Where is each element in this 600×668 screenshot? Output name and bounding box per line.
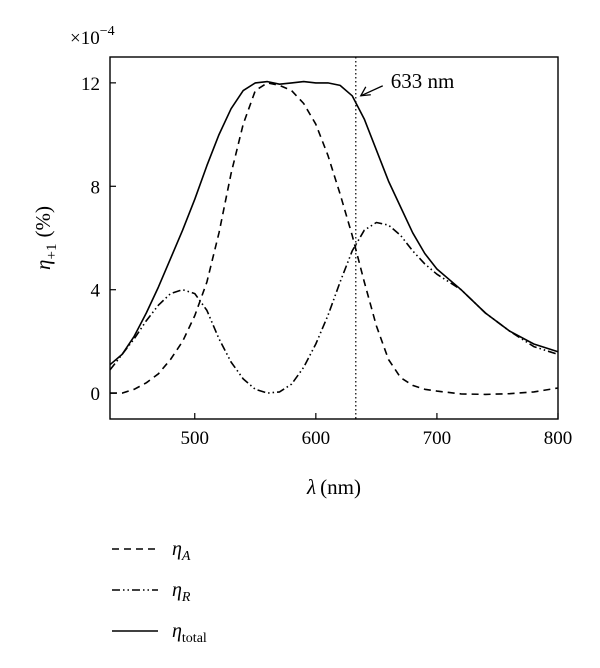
svg-text:η+1(%): η+1(%) [31,206,60,270]
series-line-total [109,80,559,366]
x-tick-label: 700 [423,428,452,449]
x-tick-label: 500 [181,428,210,449]
y-axis-title: η+1(%) [31,206,60,270]
annotation-arrow-head [359,86,371,97]
axis-ticks: 500 600 700 800 0 4 8 12 [81,74,572,449]
annotation-633nm: 633 nm [359,69,455,97]
y-multiplier-label: ×10−4 [70,24,115,49]
y-tick-label: 8 [91,177,101,198]
x-tick-label: 800 [544,428,573,449]
y-tick-label: 0 [91,384,101,405]
x-tick-label: 600 [302,428,331,449]
legend-label-A: ηA [172,538,191,564]
series-line-A [110,82,559,396]
series-line-R [109,221,559,394]
y-tick-label: 12 [81,74,100,95]
plot-frame [109,56,559,420]
legend-label-R: ηR [172,579,191,605]
legend: ηA ηR ηtotal [112,538,207,646]
x-axis-title: λ (nm) [306,475,361,499]
annotation-text: 633 nm [391,69,455,93]
y-tick-label: 4 [91,281,101,302]
legend-label-total: ηtotal [172,620,207,646]
annotation-arrow-shaft [360,85,384,97]
series-layer [109,80,559,396]
